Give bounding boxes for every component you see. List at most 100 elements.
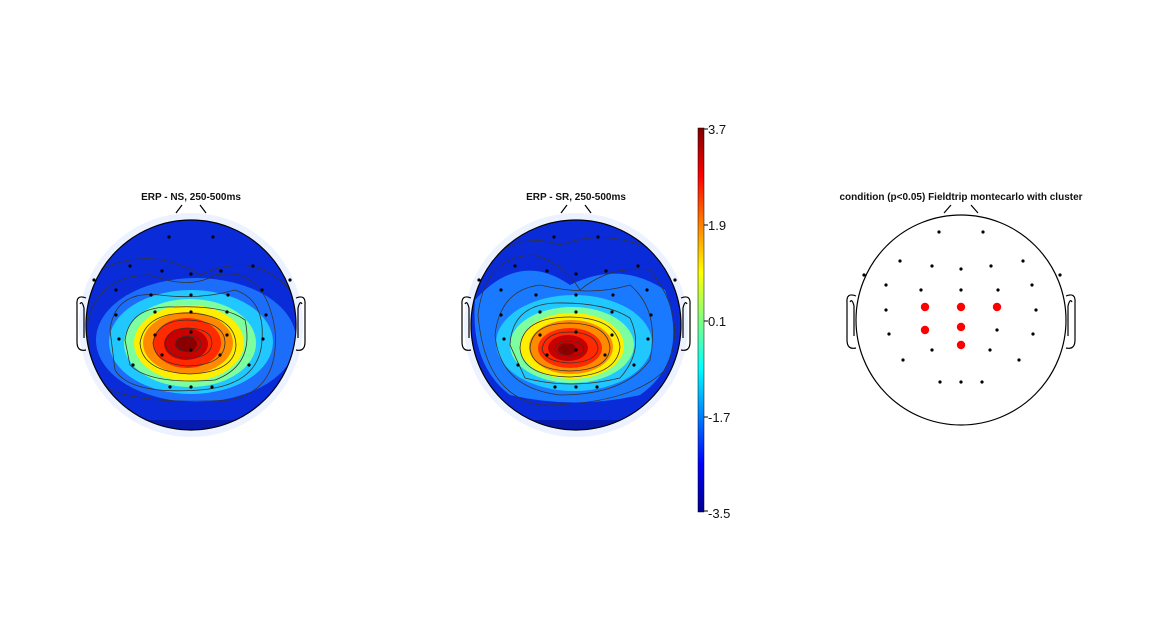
colorbar-tick-label: 3.7 — [708, 122, 726, 137]
electrode — [919, 288, 923, 292]
electrode — [632, 363, 636, 367]
electrode — [189, 348, 193, 352]
significant-electrode — [920, 325, 930, 335]
electrode — [981, 230, 985, 234]
electrode — [189, 272, 193, 276]
electrode — [1017, 358, 1021, 362]
electrode — [574, 293, 578, 297]
electrode — [499, 288, 503, 292]
electrode — [210, 385, 214, 389]
left-ear-icon — [461, 296, 472, 351]
electrode — [264, 313, 268, 317]
head-outline — [855, 214, 1067, 426]
electrode — [160, 269, 164, 273]
electrode — [673, 278, 677, 282]
electrode — [219, 269, 223, 273]
electrode — [189, 293, 193, 297]
electrode — [930, 348, 934, 352]
electrode — [1030, 283, 1034, 287]
electrode — [574, 272, 578, 276]
electrodes-cluster — [862, 230, 1062, 384]
electrode — [534, 293, 538, 297]
electrode — [646, 337, 650, 341]
electrode — [225, 333, 229, 337]
electrode — [898, 259, 902, 263]
colorbar-ticks: 3.7 1.9 0.1 -1.7 -3.5 — [704, 122, 730, 521]
significant-electrode — [956, 322, 966, 332]
electrode — [1031, 332, 1035, 336]
electrode — [149, 293, 153, 297]
electrode — [260, 288, 264, 292]
electrode — [980, 380, 984, 384]
electrode — [251, 264, 255, 268]
electrode — [938, 380, 942, 384]
electrode — [552, 235, 556, 239]
electrode — [1021, 259, 1025, 263]
electrode — [959, 267, 963, 271]
electrode — [595, 385, 599, 389]
electrodes-ns — [92, 235, 292, 389]
colorbar-tick-label: -1.7 — [708, 410, 730, 425]
electrode — [114, 288, 118, 292]
electrode — [574, 330, 578, 334]
electrode — [611, 293, 615, 297]
topomap-sr-field — [471, 220, 681, 430]
electrode — [1034, 308, 1038, 312]
colorbar-tick-label: 1.9 — [708, 218, 726, 233]
electrode — [545, 269, 549, 273]
colorbar-tick-label: -3.5 — [708, 506, 730, 521]
significant-electrode — [956, 340, 966, 350]
electrode — [988, 348, 992, 352]
electrode — [636, 264, 640, 268]
electrode — [610, 310, 614, 314]
nose-icon — [560, 204, 592, 214]
significant-electrode — [992, 302, 1002, 312]
electrode — [189, 385, 193, 389]
electrode — [153, 310, 157, 314]
right-ear-icon — [680, 296, 691, 351]
right-ear-icon — [1065, 294, 1076, 349]
electrode — [160, 353, 164, 357]
electrode — [117, 337, 121, 341]
electrode — [959, 380, 963, 384]
electrode — [168, 385, 172, 389]
electrode — [574, 385, 578, 389]
electrode — [189, 310, 193, 314]
electrode — [114, 313, 118, 317]
electrode — [603, 353, 607, 357]
electrode — [604, 269, 608, 273]
electrode — [930, 264, 934, 268]
electrode — [959, 288, 963, 292]
electrode — [937, 230, 941, 234]
electrode — [887, 332, 891, 336]
significant-electrode — [920, 302, 930, 312]
topomap-ns: ERP - NS, 250-500ms — [76, 192, 306, 437]
electrode — [499, 313, 503, 317]
electrode — [128, 264, 132, 268]
electrode — [502, 337, 506, 341]
colorbar-scale — [697, 127, 705, 513]
electrode — [596, 235, 600, 239]
left-ear-icon — [76, 296, 87, 351]
electrode — [862, 273, 866, 277]
electrode — [131, 363, 135, 367]
electrode — [884, 283, 888, 287]
electrode — [153, 333, 157, 337]
electrode — [538, 333, 542, 337]
electrode — [545, 353, 549, 357]
topomap-ns-field — [86, 220, 296, 430]
electrode — [884, 308, 888, 312]
electrode — [996, 288, 1000, 292]
panel-title-cluster: condition (p<0.05) Fieldtrip montecarlo … — [839, 192, 1082, 203]
electrode — [211, 235, 215, 239]
electrode — [189, 330, 193, 334]
electrode — [288, 278, 292, 282]
electrode — [261, 337, 265, 341]
electrode — [645, 288, 649, 292]
electrode — [225, 310, 229, 314]
sensor-layout-cluster: condition (p<0.05) Fieldtrip montecarlo … — [839, 192, 1083, 426]
head-outline — [470, 219, 682, 431]
topomap-sr: ERP - SR, 250-500ms — [461, 192, 691, 437]
electrode — [477, 278, 481, 282]
